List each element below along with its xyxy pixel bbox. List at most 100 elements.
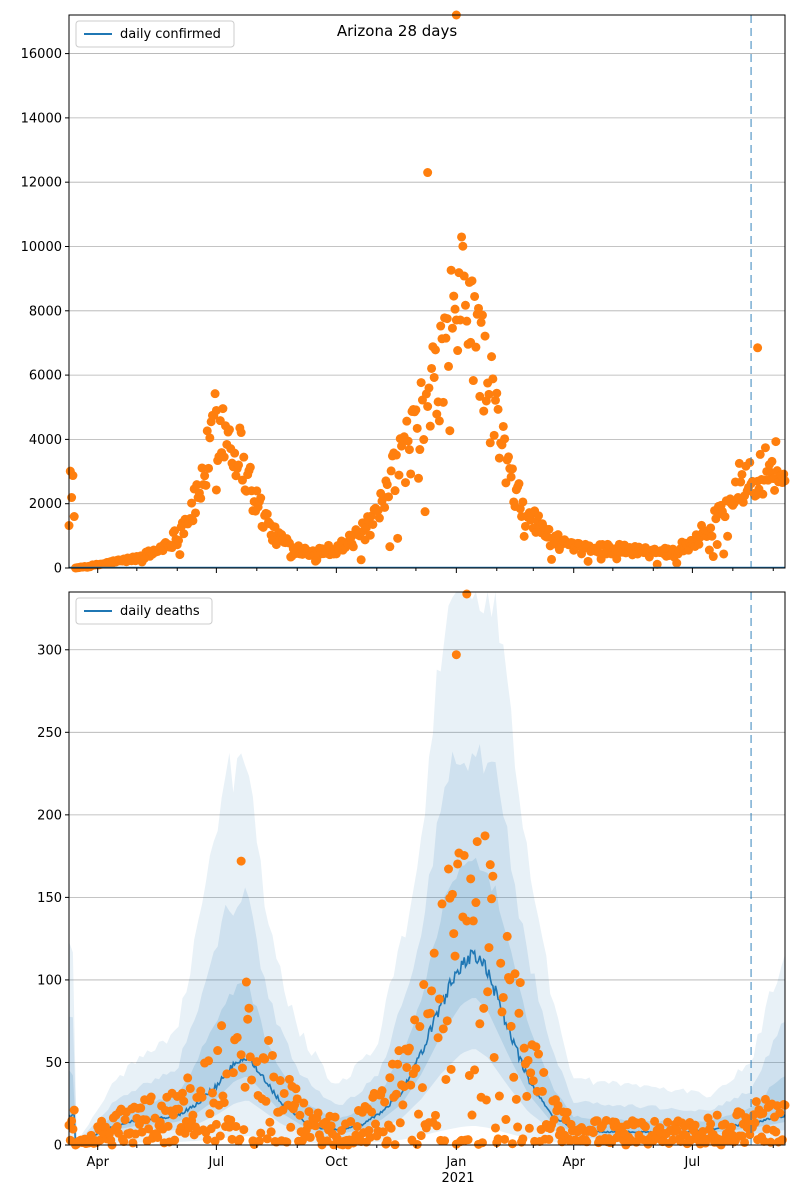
scatter-point bbox=[736, 477, 746, 487]
scatter-point bbox=[174, 1104, 184, 1114]
xtick-label: Oct bbox=[325, 1155, 347, 1170]
scatter-point bbox=[432, 1121, 442, 1131]
scatter-point bbox=[170, 1135, 180, 1145]
scatter-point bbox=[153, 1132, 163, 1142]
ytick-label: 250 bbox=[37, 726, 62, 741]
scatter-point bbox=[447, 323, 457, 333]
scatter-point bbox=[766, 1137, 776, 1147]
scatter-point bbox=[237, 1063, 247, 1073]
ytick-label: 2000 bbox=[29, 497, 62, 512]
scatter-point bbox=[262, 509, 272, 519]
scatter-point bbox=[260, 1054, 270, 1064]
scatter-point bbox=[228, 1068, 238, 1078]
scatter-point bbox=[444, 864, 454, 874]
scatter-point bbox=[539, 1067, 549, 1077]
scatter-point bbox=[411, 1064, 421, 1074]
scatter-point bbox=[504, 452, 514, 462]
scatter-point bbox=[382, 1136, 392, 1146]
scatter-point bbox=[458, 241, 468, 251]
scatter-point bbox=[582, 1137, 592, 1147]
deaths-uncertainty-bands bbox=[69, 592, 785, 1145]
scatter-point bbox=[348, 542, 358, 552]
scatter-point bbox=[485, 860, 495, 870]
scatter-point bbox=[377, 1086, 387, 1096]
scatter-point bbox=[514, 479, 524, 489]
scatter-point bbox=[112, 1122, 122, 1132]
scatter-point bbox=[524, 1123, 534, 1133]
confirmed-legend: daily confirmed bbox=[75, 20, 235, 48]
scatter-point bbox=[416, 378, 426, 388]
scatter-point bbox=[758, 1108, 768, 1118]
scatter-point bbox=[506, 1021, 516, 1031]
scatter-point bbox=[304, 1107, 314, 1117]
scatter-point bbox=[694, 539, 704, 549]
scatter-point bbox=[234, 460, 244, 470]
scatter-point bbox=[370, 1119, 380, 1129]
scatter-point bbox=[279, 1088, 289, 1098]
scatter-point bbox=[252, 486, 262, 496]
scatter-point bbox=[175, 550, 185, 560]
scatter-point bbox=[511, 1094, 521, 1104]
scatter-point bbox=[352, 1122, 362, 1132]
scatter-point bbox=[364, 1126, 374, 1136]
scatter-point bbox=[487, 894, 497, 904]
scatter-point bbox=[286, 1122, 296, 1132]
scatter-point bbox=[466, 874, 476, 884]
scatter-point bbox=[226, 1115, 236, 1125]
scatter-point bbox=[378, 1127, 388, 1137]
scatter-point bbox=[534, 511, 544, 521]
scatter-point bbox=[500, 434, 510, 444]
scatter-point bbox=[663, 1117, 673, 1127]
scatter-point bbox=[120, 1115, 130, 1125]
uncertainty-band-middle bbox=[69, 744, 785, 1145]
scatter-point bbox=[247, 1075, 257, 1085]
scatter-point bbox=[68, 471, 78, 481]
scatter-point bbox=[434, 416, 444, 426]
scatter-point bbox=[544, 524, 554, 534]
scatter-point bbox=[640, 1122, 650, 1132]
scatter-point bbox=[231, 471, 241, 481]
scatter-point bbox=[141, 1115, 151, 1125]
scatter-point bbox=[489, 430, 499, 440]
xtick-label: Jul bbox=[208, 1155, 225, 1170]
scatter-point bbox=[239, 1125, 249, 1135]
scatter-point bbox=[128, 1138, 138, 1148]
scatter-point bbox=[547, 554, 557, 564]
scatter-point bbox=[484, 943, 494, 953]
scatter-point bbox=[513, 1122, 523, 1132]
scatter-point bbox=[672, 558, 682, 568]
scatter-point bbox=[267, 1050, 277, 1060]
scatter-point bbox=[493, 404, 503, 414]
scatter-point bbox=[445, 426, 455, 436]
scatter-point bbox=[484, 389, 494, 399]
ytick-label: 300 bbox=[37, 643, 62, 658]
scatter-point bbox=[755, 449, 765, 459]
scatter-point bbox=[310, 1121, 320, 1131]
scatter-point bbox=[256, 493, 266, 503]
scatter-point bbox=[68, 1124, 78, 1134]
scatter-point bbox=[453, 346, 463, 356]
scatter-point bbox=[402, 416, 412, 426]
scatter-point bbox=[330, 1112, 340, 1122]
scatter-point bbox=[449, 291, 459, 301]
scatter-point bbox=[468, 916, 478, 926]
scatter-point bbox=[414, 1109, 424, 1119]
scatter-point bbox=[213, 1046, 223, 1056]
scatter-point bbox=[707, 531, 717, 541]
scatter-point bbox=[438, 1024, 448, 1034]
scatter-point bbox=[393, 1059, 403, 1069]
scatter-point bbox=[712, 1110, 722, 1120]
scatter-point bbox=[442, 314, 452, 324]
scatter-point bbox=[231, 1121, 241, 1131]
scatter-point bbox=[483, 987, 493, 997]
scatter-point bbox=[472, 837, 482, 847]
scatter-point bbox=[367, 1107, 377, 1117]
scatter-point bbox=[224, 1122, 234, 1132]
scatter-point bbox=[767, 456, 777, 466]
scatter-point bbox=[390, 486, 400, 496]
scatter-point bbox=[429, 948, 439, 958]
scatter-point bbox=[751, 1097, 761, 1107]
scatter-point bbox=[509, 1072, 519, 1082]
scatter-point bbox=[471, 342, 481, 352]
scatter-point bbox=[760, 1094, 770, 1104]
